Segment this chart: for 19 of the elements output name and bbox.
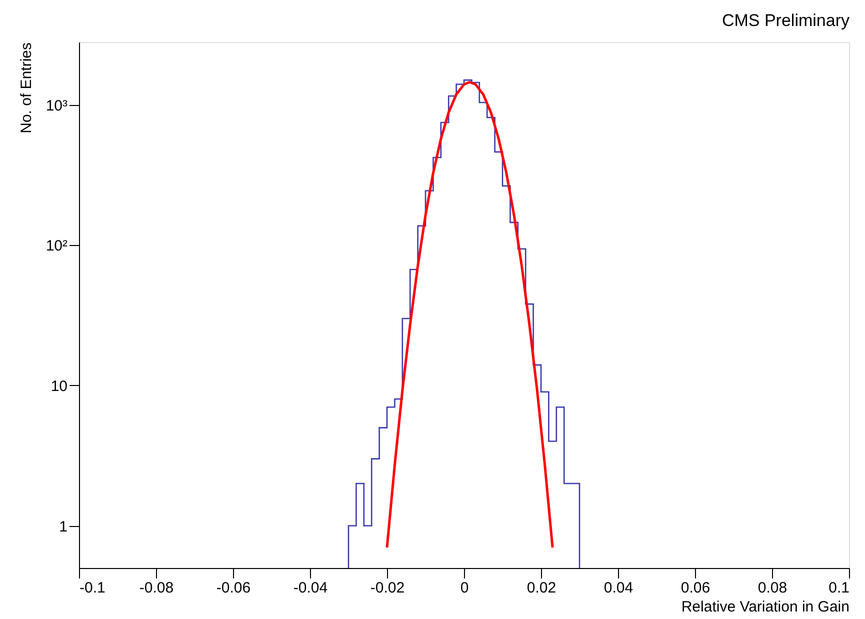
x-tick-label: 0.08 <box>758 580 788 596</box>
x-tick-label: 0.04 <box>604 580 634 596</box>
line-series <box>386 80 554 549</box>
x-tick-label: 0.1 <box>828 580 850 596</box>
x-tick-label: 0 <box>460 580 469 596</box>
y-tick-label: 10 <box>50 378 68 395</box>
x-tick-label: -0.02 <box>370 580 405 596</box>
x-tick-label: 0.06 <box>680 580 710 596</box>
x-tick-label: 0.02 <box>526 580 556 596</box>
x-tick-label: -0.1 <box>80 580 106 596</box>
y-tick-label: 10³ <box>46 97 68 114</box>
y-axis-title: No. of Entries <box>18 42 35 134</box>
x-tick-label: -0.08 <box>139 580 174 596</box>
y-tick-label: 1 <box>59 518 68 536</box>
x-axis-title: Relative Variation in Gain <box>681 598 850 616</box>
y-tick-label: 10² <box>46 238 68 255</box>
chart-title: CMS Preliminary <box>722 11 850 30</box>
x-tick-label: -0.06 <box>216 580 251 596</box>
x-tick-label: -0.04 <box>293 580 328 596</box>
